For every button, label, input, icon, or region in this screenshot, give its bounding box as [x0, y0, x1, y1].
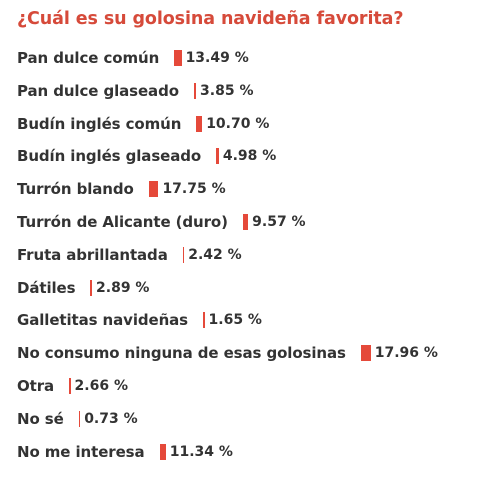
value-label: 10.70 % [206, 115, 270, 132]
value-label: 11.34 % [169, 443, 233, 460]
bar-row: Galletitas navideñas 1.65 % [17, 309, 262, 331]
bar [182, 246, 185, 263]
bar [203, 312, 205, 329]
value-label: 13.49 % [185, 50, 249, 66]
bar-row: No sé 0.73 % [17, 408, 138, 430]
bar [196, 115, 203, 132]
category-label: Turrón blando [17, 180, 134, 199]
bar-row: Turrón blando 17.75 % [17, 178, 226, 200]
category-label: Budín inglés glaseado [17, 147, 202, 166]
bar [242, 214, 249, 230]
value-label: 2.89 % [96, 279, 150, 296]
value-label: 9.57 % [252, 214, 306, 230]
bar-row: Budín inglés glaseado 4.98 % [17, 145, 276, 167]
bar [174, 50, 182, 66]
category-label: No sé [17, 409, 64, 428]
category-label: No me interesa [17, 442, 145, 461]
bar [69, 378, 71, 394]
category-label: Galletitas navideñas [17, 311, 189, 330]
value-label: 3.85 % [200, 82, 254, 99]
bar [216, 148, 219, 165]
bar-row: Fruta abrillantada 2.42 % [17, 244, 242, 266]
bar-row: Pan dulce glaseado 3.85 % [17, 80, 254, 102]
bar [148, 181, 159, 198]
category-label: Otra [17, 377, 55, 395]
bar-row: Otra 2.66 % [17, 375, 128, 397]
bar [78, 410, 81, 427]
bar [360, 345, 371, 362]
bar [193, 82, 197, 99]
chart-title: ¿Cuál es su golosina navideña favorita? [17, 9, 404, 29]
bar-row: Pan dulce común 13.49 % [17, 47, 249, 69]
category-label: Turrón de Alicante (duro) [17, 213, 228, 231]
bar-row: Dátiles 2.89 % [17, 277, 149, 299]
bar-row: No consumo ninguna de esas golosinas 17.9… [17, 342, 438, 364]
category-label: Budín inglés común [17, 114, 182, 133]
value-label: 2.66 % [74, 378, 128, 394]
bar-row: No me interesa 11.34 % [17, 441, 233, 463]
value-label: 17.96 % [374, 345, 438, 362]
value-label: 4.98 % [222, 148, 277, 165]
value-label: 1.65 % [208, 312, 262, 329]
category-label: Pan dulce común [17, 49, 160, 67]
bar [90, 279, 93, 296]
category-label: Dátiles [17, 278, 76, 297]
value-label: 2.42 % [188, 246, 242, 263]
bar-row: Budín inglés común 10.70 % [17, 113, 269, 135]
value-label: 0.73 % [84, 410, 138, 427]
category-label: Fruta abrillantada [17, 245, 168, 264]
value-label: 17.75 % [162, 181, 226, 198]
bar [159, 443, 166, 460]
bar-row: Turrón de Alicante (duro) 9.57 % [17, 211, 306, 233]
category-label: Pan dulce glaseado [17, 81, 179, 100]
category-label: No consumo ninguna de esas golosinas [17, 344, 346, 363]
